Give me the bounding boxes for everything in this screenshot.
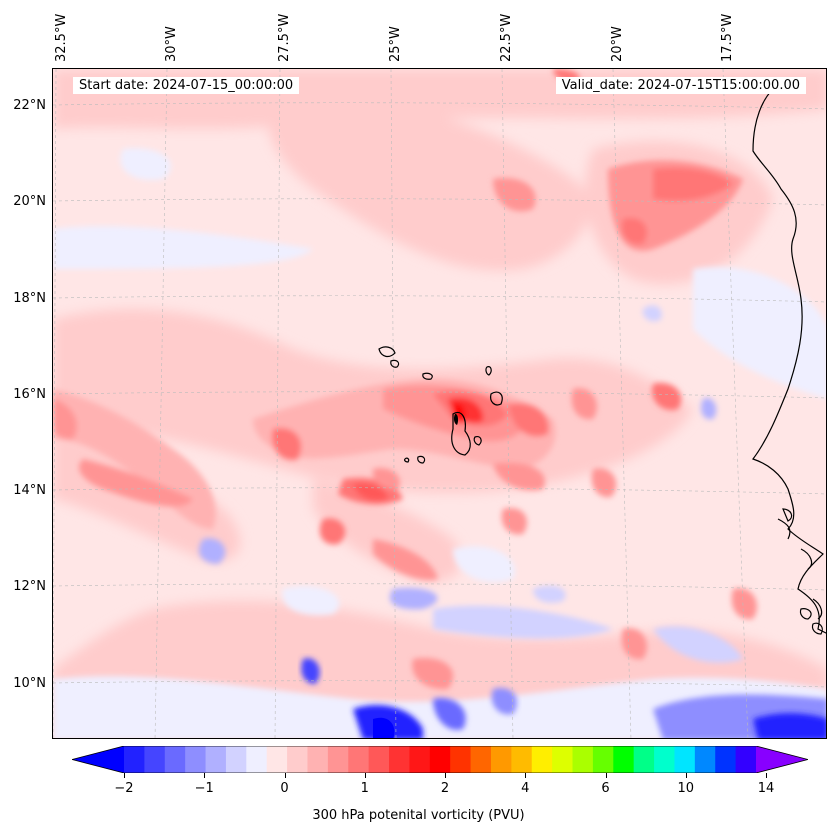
lat-label: 22°N <box>13 98 46 113</box>
colorbar-swatch <box>287 746 308 773</box>
colorbar-tick-mark <box>364 773 366 778</box>
island-santiago-core <box>453 413 459 425</box>
start-date-label: Start date: 2024-07-15_00:00:00 <box>73 77 300 94</box>
lon-label: 17.5°W <box>720 13 735 62</box>
colorbar-tick-mark <box>124 773 125 778</box>
colorbar-swatch <box>409 746 431 773</box>
lat-label: 12°N <box>13 579 46 594</box>
colorbar-swatch <box>470 746 492 773</box>
colorbar-tick-mark <box>284 773 286 778</box>
island-santiago <box>451 411 471 456</box>
colorbar-swatch <box>348 746 370 773</box>
colorbar-swatch <box>185 746 207 773</box>
pv-field-map <box>53 69 826 738</box>
colorbar-swatch <box>715 746 737 773</box>
colorbar-swatch <box>266 746 288 773</box>
colorbar-swatch <box>144 746 166 773</box>
island-santo-antao <box>378 346 396 358</box>
colorbar-swatch <box>164 746 186 773</box>
colorbar-tick-mark <box>445 773 447 778</box>
colorbar-extend-max <box>756 746 808 773</box>
lat-label: 14°N <box>13 483 46 498</box>
colorbar-swatch <box>307 746 329 773</box>
colorbar <box>72 746 808 773</box>
colorbar-swatch <box>654 746 675 773</box>
colorbar-swatch <box>572 746 594 773</box>
colorbar-swatch <box>368 746 390 773</box>
lat-label: 16°N <box>13 387 46 402</box>
island-fogo <box>417 455 426 464</box>
colorbar-tick-label: 6 <box>601 781 610 796</box>
colorbar-tick-label: 4 <box>521 781 530 796</box>
colorbar-tick-mark <box>766 773 768 778</box>
colorbar-tick-mark <box>204 773 206 778</box>
colorbar-tick-label: 14 <box>757 781 775 796</box>
colorbar-swatch <box>735 746 757 773</box>
colorbar-swatch <box>674 746 696 773</box>
colorbar-tick-mark <box>525 773 527 778</box>
valid-date-label: Valid_date: 2024-07-15T15:00:00.00 <box>555 77 806 94</box>
colorbar-swatch <box>490 746 512 773</box>
pv-shading-positive <box>53 69 757 690</box>
lon-label: 27.5°W <box>277 13 292 62</box>
colorbar-swatch <box>511 746 533 773</box>
colorbar-swatch <box>205 746 227 773</box>
colorbar-extend-min <box>72 746 124 773</box>
colorbar-swatch <box>327 746 349 773</box>
colorbar-label: 300 hPa potenital vorticity (PVU) <box>312 808 525 823</box>
island-sao-nicolau <box>422 372 433 380</box>
coastal-islet <box>811 622 823 635</box>
lon-label: 32.5°W <box>54 13 69 62</box>
colorbar-tick-label: −2 <box>114 781 134 796</box>
colorbar-tick-label: −1 <box>194 781 214 796</box>
island-maio <box>473 436 482 446</box>
island-boa-vista <box>490 391 503 406</box>
graticule <box>53 69 826 738</box>
lon-label: 22.5°W <box>499 13 514 62</box>
colorbar-swatch <box>694 746 716 773</box>
colorbar-tick-label: 0 <box>280 781 289 796</box>
colorbar-swatch <box>531 746 553 773</box>
pv-shading-south-negative <box>53 658 826 738</box>
map-panel: Start date: 2024-07-15_00:00:00 Valid_da… <box>52 68 827 739</box>
lat-label: 20°N <box>13 194 46 209</box>
africa-coastline-detail <box>777 518 823 620</box>
colorbar-swatch <box>225 746 247 773</box>
island-sao-vicente <box>390 359 400 368</box>
colorbar-tick-mark <box>605 773 607 778</box>
colorbar-swatch <box>613 746 635 773</box>
lat-label: 18°N <box>13 291 46 306</box>
coastal-islet <box>799 608 812 620</box>
colorbar-swatch <box>450 746 472 773</box>
colorbar-tick-label: 10 <box>677 781 695 796</box>
colorbar-swatch <box>552 746 574 773</box>
colorbar-swatch <box>389 746 410 773</box>
colorbar-swatch <box>592 746 614 773</box>
lon-label: 20°W <box>610 26 625 62</box>
lon-label: 30°W <box>164 26 179 62</box>
island-sal <box>485 366 492 376</box>
colorbar-swatch <box>633 746 655 773</box>
colorbar-tick-label: 2 <box>440 781 450 796</box>
coastal-islet <box>782 508 793 522</box>
lon-label: 25°W <box>388 26 403 62</box>
africa-coastline <box>752 88 826 634</box>
colorbar-tick-label: 1 <box>360 781 369 796</box>
coastlines <box>378 88 826 635</box>
lat-label: 10°N <box>13 676 46 691</box>
colorbar-tick-mark <box>685 773 687 778</box>
colorbar-swatch <box>246 746 268 773</box>
colorbar-swatch <box>124 746 145 773</box>
colorbar-swatch <box>429 746 451 773</box>
island-brava <box>404 457 410 463</box>
